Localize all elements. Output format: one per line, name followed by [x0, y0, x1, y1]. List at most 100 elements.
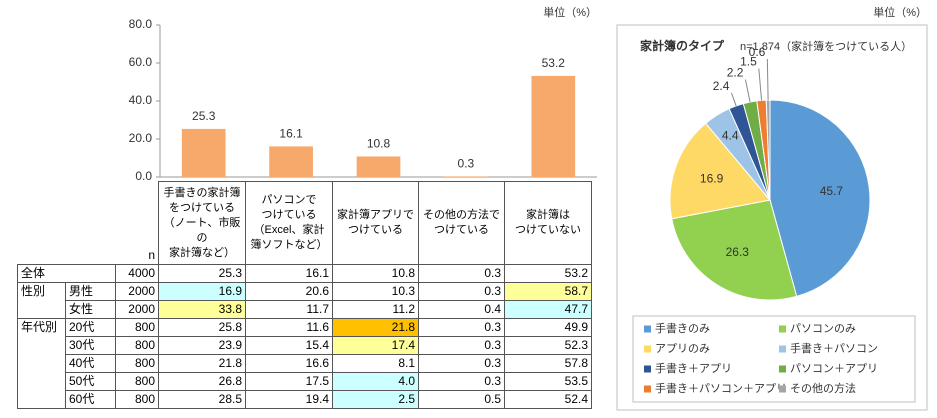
- value-label: 2.4: [713, 79, 730, 93]
- leader-line: [766, 59, 769, 101]
- table-cell: 11.6: [245, 318, 333, 337]
- value-label: 4.4: [722, 129, 739, 143]
- table-cell: 8.1: [332, 354, 419, 373]
- legend-label: その他の方法: [790, 381, 856, 395]
- table-cell: 0.3: [418, 282, 505, 301]
- leader-line: [744, 79, 751, 103]
- table-cell: 52.3: [504, 336, 592, 355]
- table-row: 40代 800 21.8 16.6 8.1 0.3 57.8: [18, 354, 592, 373]
- legend-label: 手書き＋アプリ: [655, 361, 732, 375]
- table-cell: 4.0: [332, 372, 419, 391]
- table-cell: 0.3: [418, 372, 505, 391]
- column-header: n: [148, 248, 155, 262]
- value-label: 45.7: [820, 184, 844, 198]
- table-cell: 19.4: [245, 390, 333, 409]
- legend-swatch: [644, 345, 651, 353]
- chart-subtitle: n=1,874（家計簿をつけている人）: [740, 39, 912, 53]
- table-row: 年代別 20代 800 25.8 11.6 21.8 0.3 49.9: [17, 318, 592, 409]
- row-label: 50代: [65, 372, 116, 391]
- legend-swatch: [779, 325, 786, 333]
- bar: [181, 128, 226, 177]
- row-label: 全体: [17, 264, 116, 283]
- y-tick-label: 60.0: [129, 55, 153, 69]
- row-label: 女性: [65, 300, 116, 319]
- table-cell: 20.6: [245, 282, 333, 301]
- y-tick-label: 20.0: [129, 131, 153, 145]
- table-cell: 11.2: [332, 300, 419, 319]
- pie-slice: [671, 199, 798, 301]
- table-cell: 4000: [115, 264, 159, 283]
- table-row: 全体 4000 25.3 16.1 10.8 0.3 53.2: [17, 264, 592, 283]
- table-cell: 800: [115, 318, 159, 337]
- group-label: 年代別: [17, 318, 66, 409]
- table-cell: 800: [115, 336, 159, 355]
- header-row: n 手書きの家計簿 をつけている （ノート、市販の 家計簿など） パソコンで つけて…: [18, 181, 592, 265]
- table-cell: 53.2: [504, 264, 592, 283]
- table-cell: 17.4: [332, 336, 419, 355]
- legend-label: 手書き＋パソコン＋アプリ: [655, 381, 787, 395]
- table-cell: 17.5: [245, 372, 333, 391]
- leader-line: [730, 92, 737, 107]
- legend-swatch: [779, 345, 786, 353]
- column-header: パソコンで つけている （Excel、家計 簿ソフトなど）: [245, 181, 333, 265]
- row-label: 60代: [65, 390, 116, 409]
- table-cell: 28.5: [158, 390, 246, 409]
- table-row: 性別 男性 2000 16.9 20.6 10.3 0.3 58.7: [17, 282, 592, 319]
- value-label: 16.1: [279, 127, 303, 141]
- value-label: 10.8: [367, 137, 391, 151]
- table-cell: 0.3: [418, 354, 505, 373]
- value-label: 26.3: [726, 245, 750, 259]
- table-cell: 2000: [115, 300, 159, 319]
- legend-swatch: [644, 365, 651, 373]
- table-cell: 25.8: [158, 318, 246, 337]
- column-header: 手書きの家計簿 をつけている （ノート、市販の 家計簿など）: [158, 181, 246, 265]
- table-cell: 11.7: [245, 300, 333, 319]
- table-cell: 0.4: [418, 300, 505, 319]
- table-cell: 0.3: [418, 264, 505, 283]
- column-header: 家計簿は つけていない: [504, 181, 592, 265]
- pie-slice: [769, 99, 871, 297]
- table-row: 女性 2000 33.8 11.7 11.2 0.4 47.7: [18, 300, 592, 319]
- legend-label: 手書きのみ: [655, 321, 710, 335]
- group-label: 性別: [17, 282, 66, 319]
- table-cell: 23.9: [158, 336, 246, 355]
- table-row: 50代 800 26.8 17.5 4.0 0.3 53.5: [18, 372, 592, 391]
- column-header: 家計簿アプリで つけている: [332, 181, 419, 265]
- blank: [18, 182, 116, 265]
- legend-swatch: [644, 325, 651, 333]
- legend-swatch: [779, 365, 786, 373]
- value-label: 2.2: [727, 66, 744, 80]
- table-cell: 10.8: [332, 264, 419, 283]
- legend-label: パソコンのみ: [790, 322, 856, 335]
- chart-title: 家計簿のタイプ: [640, 38, 725, 53]
- table-cell: 16.6: [245, 354, 333, 373]
- table-cell: 2000: [115, 282, 159, 301]
- y-tick-label: 0.0: [135, 169, 152, 183]
- legend-label: アプリのみ: [655, 342, 710, 355]
- legend-swatch: [779, 385, 786, 393]
- y-tick-label: 40.0: [129, 93, 153, 107]
- table-cell: 47.7: [504, 300, 592, 319]
- legend-label: 手書き＋パソコン: [790, 341, 878, 355]
- table-cell: 0.3: [418, 336, 505, 355]
- value-label: 1.5: [740, 55, 757, 69]
- row-label: 40代: [65, 354, 116, 373]
- table-cell: 800: [115, 372, 159, 391]
- table-cell: 0.5: [418, 390, 505, 409]
- table-cell: 2.5: [332, 390, 419, 409]
- table-cell: 33.8: [158, 300, 246, 319]
- row-label: 30代: [65, 336, 116, 355]
- row-label: 男性: [65, 282, 116, 301]
- table-cell: 53.5: [504, 372, 592, 391]
- table-cell: 57.8: [504, 354, 592, 373]
- table-cell: 16.9: [158, 282, 246, 301]
- table-cell: 800: [115, 390, 159, 409]
- table-cell: 21.8: [332, 318, 419, 337]
- data-table: n 手書きの家計簿 をつけている （ノート、市販の 家計簿など） パソコンで つけて…: [17, 181, 592, 409]
- column-header: その他の方法で つけている: [418, 181, 505, 265]
- value-label: 16.9: [700, 171, 724, 185]
- bar: [531, 75, 576, 177]
- bar: [269, 146, 313, 177]
